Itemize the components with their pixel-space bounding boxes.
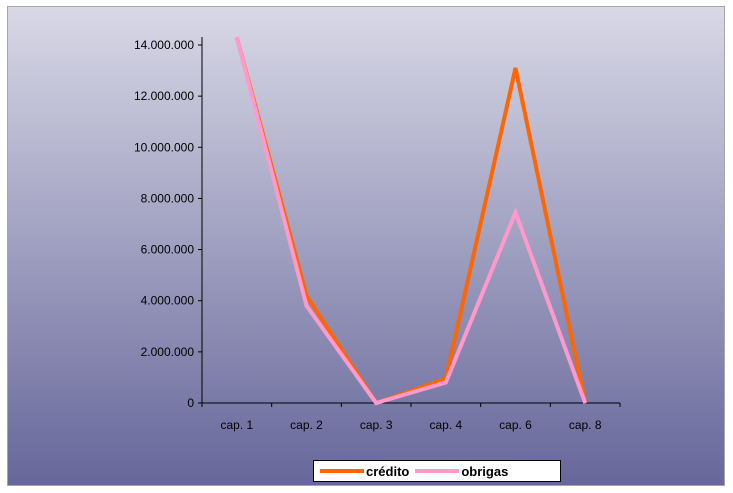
data-point xyxy=(584,402,586,404)
data-point xyxy=(236,36,238,38)
line-chart: 0 2.000.000 4.000.000 6.000.000 8.000.000 10.… xyxy=(8,7,724,485)
data-point xyxy=(375,402,377,404)
data-point xyxy=(306,295,307,297)
x-tick-label: cap. 4 xyxy=(429,418,462,432)
data-point xyxy=(306,305,307,307)
y-tick-label: 2.000.000 xyxy=(141,345,195,359)
x-tick-label: cap. 8 xyxy=(569,418,602,432)
chart-background xyxy=(8,7,724,485)
y-tick-label: 10.000.000 xyxy=(134,140,194,154)
x-tick-label: cap. 1 xyxy=(220,418,253,432)
legend-label-credito: crédito xyxy=(366,463,410,479)
data-point xyxy=(515,211,516,213)
legend-label-obrigas: obrigas xyxy=(461,463,509,479)
chart-legend: crédito obrigas xyxy=(313,460,561,482)
y-tick-label: 12.000.000 xyxy=(134,89,194,103)
y-tick-label: 0 xyxy=(187,396,194,410)
chart-area: 0 2.000.000 4.000.000 6.000.000 8.000.000 10.… xyxy=(7,6,725,486)
x-tick-label: cap. 2 xyxy=(290,418,323,432)
y-tick-label: 6.000.000 xyxy=(141,243,195,257)
legend-swatch-obrigas xyxy=(415,469,460,473)
legend-item-obrigas: obrigas xyxy=(415,464,508,479)
legend-item-credito: crédito xyxy=(320,464,409,479)
series-line-obrigas xyxy=(234,36,588,406)
legend-swatch-credito xyxy=(320,469,364,473)
x-tick-label: cap. 3 xyxy=(360,418,393,432)
data-point xyxy=(515,67,516,69)
data-point xyxy=(445,382,447,384)
y-tick-label: 8.000.000 xyxy=(141,191,195,205)
y-tick-label: 4.000.000 xyxy=(141,294,195,308)
y-tick-label: 14.000.000 xyxy=(134,38,194,52)
x-tick-label: cap. 6 xyxy=(499,418,532,432)
